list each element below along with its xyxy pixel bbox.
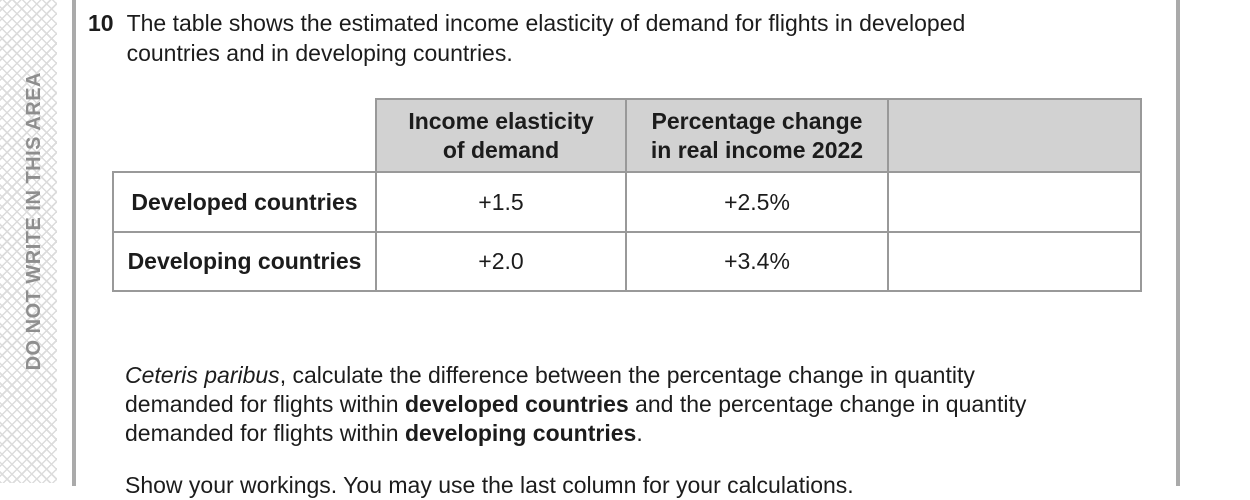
table-header-row: Income elasticity of demand Percentage c…: [113, 98, 1142, 173]
table-header-label-col: [113, 99, 376, 172]
do-not-write-margin-note: DO NOT WRITE IN THIS AREA: [23, 72, 45, 371]
question-number: 10: [88, 10, 114, 36]
instruction-segment: , calculate the difference between the p…: [125, 362, 975, 417]
developing-income-change-value: +3.4%: [625, 231, 889, 292]
developed-income-change-value: +2.5%: [625, 171, 889, 233]
table-header-percentage-change: Percentage change in real income 2022: [625, 98, 889, 173]
table-header-income-elasticity: Income elasticity of demand: [375, 98, 627, 173]
workings-note: Show your workings. You may use the last…: [125, 472, 854, 498]
question-block: 10 The table shows the estimated income …: [88, 8, 1038, 68]
instruction-segment: .: [636, 420, 643, 446]
developed-countries-emphasis: developed countries: [405, 391, 629, 417]
table-header-workings-col: [887, 98, 1142, 173]
developing-countries-emphasis: developing countries: [405, 420, 637, 446]
question-text: The table shows the estimated income ela…: [126, 10, 966, 66]
table-row: Developing countries +2.0 +3.4%: [112, 231, 1142, 292]
right-page-rule: [1176, 0, 1180, 486]
ceteris-paribus-lead: Ceteris paribus: [125, 362, 280, 388]
developing-workings-cell: [887, 231, 1142, 292]
elasticity-data-table: Income elasticity of demand Percentage c…: [112, 98, 1142, 292]
do-not-write-margin-area: [0, 0, 57, 483]
instruction-segment: and the percentage change in quantity de…: [125, 391, 1027, 446]
left-page-rule: [72, 0, 76, 486]
table-row: Developed countries +1.5 +2.5%: [112, 171, 1142, 233]
row-label-developing-countries: Developing countries: [112, 231, 377, 292]
row-label-developed-countries: Developed countries: [112, 171, 377, 233]
instruction-paragraph: Ceteris paribus, calculate the differenc…: [125, 361, 1030, 448]
developed-workings-cell: [887, 171, 1142, 233]
developed-elasticity-value: +1.5: [375, 171, 627, 233]
developing-elasticity-value: +2.0: [375, 231, 627, 292]
